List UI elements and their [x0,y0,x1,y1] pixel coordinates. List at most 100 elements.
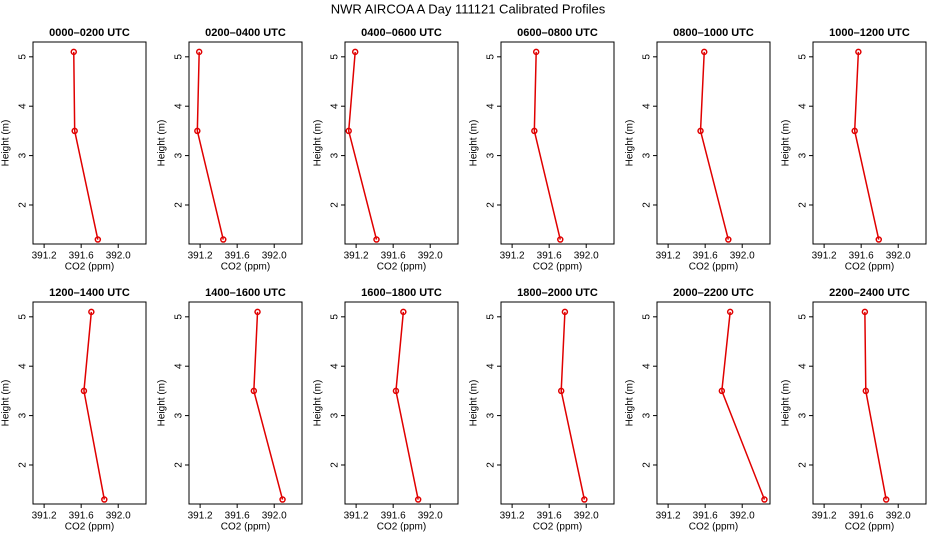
x-tick-label: 391.6 [849,251,874,262]
x-tick-label: 391.6 [693,511,718,522]
plot-frame [188,41,303,245]
x-tick-label: 392.0 [886,251,911,262]
y-tick-label: 3 [330,152,341,158]
y-tick-label: 4 [798,103,809,109]
profile-point [557,236,564,243]
profile-point [101,496,108,503]
profile-point [862,387,870,395]
profile-point [70,48,78,56]
y-tick-label: 5 [798,54,809,60]
x-tick-label: 391.6 [693,251,718,262]
x-tick-label: 391.2 [32,511,57,522]
profile-line [560,311,586,500]
page-title: NWR AIRCOA A Day 111121 Calibrated Profi… [331,1,606,16]
x-tick-label: 392.0 [262,251,287,262]
y-tick-label: 5 [18,54,29,60]
y-tick-label: 5 [486,54,497,60]
x-tick-label: 391.6 [69,511,94,522]
y-axis-label: Height (m) [469,120,480,167]
x-axis-label: CO2 (ppm) [65,522,114,533]
y-tick-label: 2 [174,202,185,208]
panel-title: 1800–2000 UTC [517,287,598,299]
y-tick-label: 4 [642,363,653,369]
profile-point [351,48,359,56]
y-tick-label: 5 [174,54,185,60]
y-tick-label: 3 [486,152,497,158]
x-tick-label: 391.2 [656,511,681,522]
plot-frame [500,301,615,505]
y-tick-label: 3 [174,152,185,158]
profile-line [533,51,562,240]
profile-point [726,308,734,316]
x-axis-label: CO2 (ppm) [689,522,738,533]
y-tick-label: 4 [330,103,341,109]
profile-point [581,496,588,503]
x-tick-label: 391.2 [500,251,525,262]
y-tick-label: 5 [174,314,185,320]
y-tick-label: 4 [642,103,653,109]
profile-point [875,236,883,243]
profile-line [395,311,419,500]
x-axis-label: CO2 (ppm) [845,262,894,273]
y-axis-label: Height (m) [469,380,480,427]
x-axis-label: CO2 (ppm) [221,522,270,533]
panel-title: 1600–1800 UTC [361,287,442,299]
y-axis-label: Height (m) [313,380,324,427]
x-tick-label: 391.6 [537,251,562,262]
profile-point [531,127,538,135]
profile-point [725,236,732,243]
y-axis-label: Height (m) [1,380,12,427]
x-tick-label: 391.6 [537,511,562,522]
profile-point [254,308,261,316]
x-tick-label: 392.0 [262,511,287,522]
profile-line [196,51,224,240]
profile-point [761,496,768,503]
x-tick-label: 391.2 [656,251,681,262]
y-tick-label: 2 [798,202,809,208]
profile-point [532,48,540,56]
y-axis-label: Height (m) [313,120,324,167]
profile-point [861,308,869,316]
y-tick-label: 4 [174,363,185,369]
x-tick-label: 392.0 [730,511,755,522]
y-tick-label: 2 [486,202,497,208]
y-tick-label: 5 [330,314,341,320]
y-tick-label: 5 [642,54,653,60]
x-tick-label: 391.6 [225,511,250,522]
panel-title: 2200–2400 UTC [829,287,910,299]
profile-point [250,387,258,395]
plot-frame [500,41,615,245]
plot-frame [656,41,771,245]
y-tick-label: 5 [798,314,809,320]
x-tick-label: 391.2 [344,511,369,522]
y-tick-label: 2 [18,202,29,208]
x-tick-label: 391.6 [849,511,874,522]
y-axis-label: Height (m) [625,380,636,427]
y-axis-label: Height (m) [781,120,792,167]
x-tick-label: 392.0 [574,251,599,262]
y-tick-label: 3 [18,152,29,158]
y-tick-label: 5 [18,314,29,320]
profile-line [853,51,880,240]
panel-title: 0400–0600 UTC [361,27,442,39]
profile-line [347,51,378,240]
y-tick-label: 5 [330,54,341,60]
panel-title: 1200–1400 UTC [49,287,130,299]
y-tick-label: 2 [18,462,29,468]
profile-point [700,48,708,56]
y-tick-label: 2 [798,462,809,468]
profile-point [718,387,726,395]
plot-frame [344,301,459,505]
x-axis-label: CO2 (ppm) [689,262,738,273]
plot-frame [344,41,459,245]
plot-frame [812,41,927,245]
profile-point [557,387,565,395]
plot-frame [188,301,303,505]
profile-point [220,236,227,243]
y-tick-label: 2 [486,462,497,468]
x-tick-label: 391.6 [69,251,94,262]
x-axis-label: CO2 (ppm) [845,522,894,533]
plot-frame [812,301,927,505]
profile-point [373,236,380,243]
